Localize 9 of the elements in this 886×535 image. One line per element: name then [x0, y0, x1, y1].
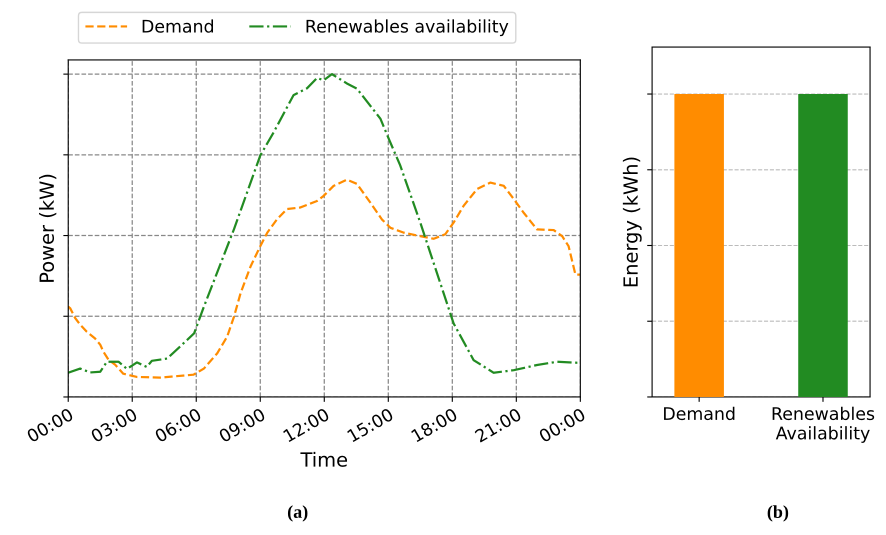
text: (a)	[288, 505, 308, 522]
x-axis-title: Time	[300, 452, 348, 467]
y-axis-title: Power (kW)	[38, 174, 56, 282]
y-axis-title: Energy (kWh)	[622, 158, 642, 286]
legend-label: Demand	[142, 19, 214, 33]
legend-label: Renewables availability	[306, 19, 508, 36]
x-tick-label: Renewables Availability	[772, 406, 874, 443]
text: (b)	[768, 505, 788, 522]
x-tick-label: Demand	[664, 406, 734, 420]
